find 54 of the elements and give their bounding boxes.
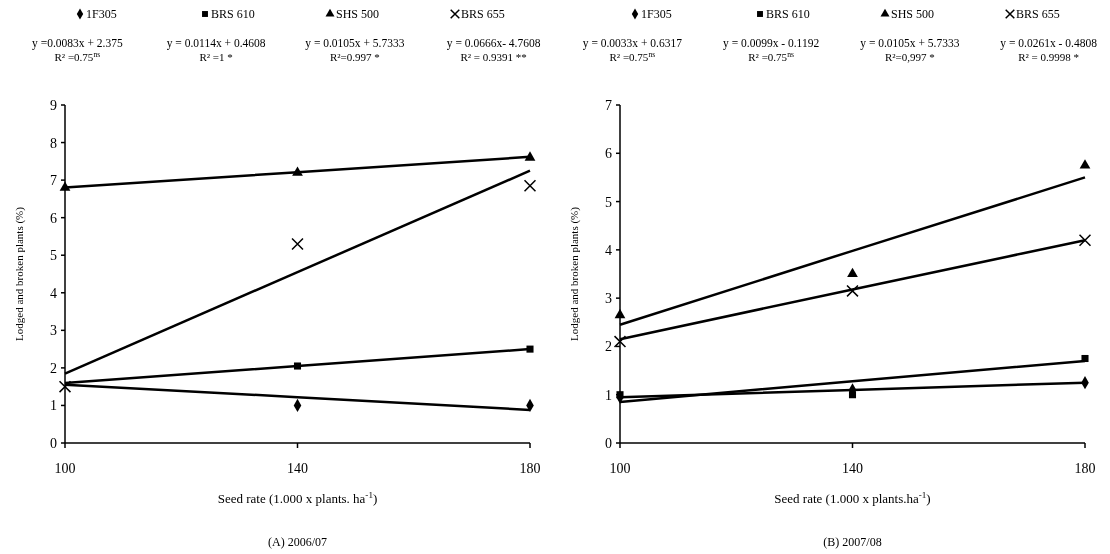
text: y = 0.0105x + 5.7333 — [860, 37, 960, 50]
legend-label: SHS 500 — [336, 7, 380, 21]
x-tick-label: 180 — [519, 461, 541, 476]
text: y = 0.0114x + 0.4608 — [166, 37, 266, 50]
y-tick-label: 2 — [50, 360, 57, 376]
x-tick-label: 180 — [1074, 461, 1096, 476]
y-tick-label: 2 — [605, 339, 612, 355]
x-axis-title: Seed rate (1.000 x plants. ha$^{-1}$) — [217, 490, 378, 506]
text: y = 0.0105x + 5.7333 — [305, 37, 405, 50]
legend-label: BRS 655 — [1016, 7, 1060, 21]
y-axis-title: Lodged and broken plants (%) — [568, 206, 581, 341]
text: y = 0.0261x - 0.4808 — [1000, 37, 1098, 50]
y-tick-label: 7 — [50, 173, 57, 189]
y-tick-label: 3 — [50, 323, 57, 339]
y-tick-label: 5 — [50, 248, 57, 264]
x-axis-title: Seed rate (1.000 x plants.ha$^{-1}$) — [774, 490, 931, 506]
text: R²=0.997 * — [329, 51, 380, 63]
legend-label: 1F305 — [641, 7, 672, 21]
y-tick-label: 0 — [50, 436, 57, 451]
legend-label: BRS 610 — [766, 7, 810, 21]
y-tick-label: 7 — [605, 98, 612, 113]
x-tick-label: 140 — [842, 461, 863, 476]
text: R² = 0.9391 ** — [460, 51, 527, 63]
legend-label: SHS 500 — [891, 7, 935, 21]
text: R² =0.75$^{ns}$ — [748, 49, 794, 63]
text: R²=0,997 * — [884, 51, 935, 63]
text: (B) 2007/08 — [823, 535, 882, 549]
y-tick-label: 6 — [50, 210, 57, 226]
legend-label: BRS 655 — [461, 7, 505, 21]
y-tick-label: 1 — [605, 387, 612, 403]
y-axis-title: Lodged and broken plants (%) — [13, 206, 26, 341]
y-tick-label: 0 — [605, 436, 612, 451]
text: y = 0.0666x- 4.7608 — [446, 37, 541, 50]
text: R² = 0.9998 * — [1018, 51, 1080, 63]
y-tick-label: 3 — [605, 291, 612, 307]
text: R² =0.75$^{ns}$ — [609, 49, 656, 63]
y-tick-label: 1 — [50, 398, 57, 414]
x-tick-label: 100 — [609, 461, 631, 476]
text: y = 0.0033x + 0.6317 — [582, 37, 683, 50]
y-tick-label: 6 — [605, 146, 612, 162]
y-tick-label: 8 — [50, 135, 57, 151]
text: (A) 2006/07 — [268, 535, 327, 549]
legend-label: 1F305 — [86, 7, 117, 21]
y-tick-label: 9 — [50, 98, 57, 113]
x-tick-label: 140 — [287, 461, 308, 476]
y-tick-label: 4 — [50, 285, 57, 301]
legend-label: BRS 610 — [211, 7, 255, 21]
y-tick-label: 4 — [605, 242, 612, 258]
text: R² =0.75$^{ns}$ — [54, 49, 101, 63]
text: R² =1 * — [199, 51, 233, 63]
text: y =0.0083x + 2.375 — [32, 37, 123, 50]
y-tick-label: 5 — [605, 194, 612, 210]
x-tick-label: 100 — [54, 461, 76, 476]
text: y = 0.0099x - 0.1192 — [723, 37, 820, 50]
